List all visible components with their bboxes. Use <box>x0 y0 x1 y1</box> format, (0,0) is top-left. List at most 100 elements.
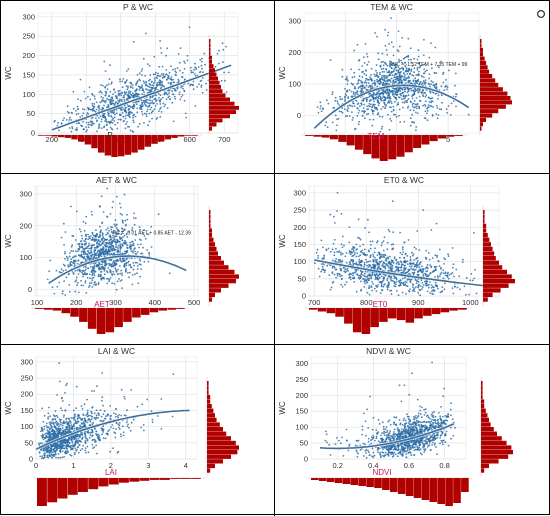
scatter-point <box>397 49 399 51</box>
scatter-point <box>336 124 338 126</box>
scatter-point <box>47 418 49 420</box>
histogram-bar <box>44 308 53 310</box>
scatter-point <box>99 232 101 234</box>
scatter-point <box>428 104 430 106</box>
scatter-point <box>89 434 91 436</box>
scatter-point <box>436 86 438 88</box>
scatter-point <box>101 101 103 103</box>
scatter-point <box>109 269 111 271</box>
histogram-bar <box>480 83 498 87</box>
scatter-point <box>423 80 425 82</box>
scatter-point <box>451 103 453 105</box>
histogram-bar <box>405 135 413 152</box>
scatter-point <box>55 457 57 459</box>
scatter-point <box>354 76 356 78</box>
scatter-point <box>332 248 334 250</box>
histogram-bar <box>483 228 486 232</box>
scatter-point <box>324 125 326 127</box>
scatter-point <box>122 426 124 428</box>
y-axis-label: WC <box>4 66 13 80</box>
scatter-point <box>121 99 123 101</box>
scatter-point <box>90 250 92 252</box>
scatter-point <box>74 416 76 418</box>
scatter-point <box>341 279 343 281</box>
scatter-point <box>136 82 138 84</box>
scatter-point <box>330 289 332 291</box>
scatter-point <box>436 266 438 268</box>
scatter-point <box>108 95 110 97</box>
scatter-point <box>116 109 118 111</box>
scatter-point <box>394 283 396 285</box>
scatter-point <box>328 274 330 276</box>
scatter-point <box>352 255 354 257</box>
scatter-point <box>179 70 181 72</box>
scatter-point <box>166 99 168 101</box>
scatter-point <box>405 272 407 274</box>
scatter-point <box>126 70 128 72</box>
scatter-point <box>399 93 401 95</box>
scatter-point <box>393 106 395 108</box>
scatter-point <box>88 122 90 124</box>
scatter-point <box>385 106 387 108</box>
scatter-point <box>111 227 113 229</box>
scatter-point <box>350 276 352 278</box>
scatter-point <box>92 94 94 96</box>
scatter-point <box>133 248 135 250</box>
scatter-point <box>418 56 420 58</box>
scatter-point <box>455 96 457 98</box>
scatter-point <box>127 87 129 89</box>
scatter-point <box>121 100 123 102</box>
histogram-bar <box>209 106 239 110</box>
scatter-point <box>413 71 415 73</box>
scatter-point <box>412 94 414 96</box>
scatter-point <box>430 229 432 231</box>
scatter-point <box>417 59 419 61</box>
scatter-point <box>90 411 92 413</box>
scatter-point <box>94 247 96 249</box>
scatter-point <box>91 286 93 288</box>
scatter-point <box>452 287 454 289</box>
histogram-bar <box>397 135 405 157</box>
scatter-point <box>98 274 100 276</box>
scatter-point <box>109 259 111 261</box>
scatter-point <box>101 255 103 257</box>
scatter-point <box>128 261 130 263</box>
scatter-point <box>158 213 160 215</box>
scatter-point <box>189 26 191 28</box>
scatter-point <box>437 277 439 279</box>
scatter-point <box>109 451 111 453</box>
scatter-point <box>372 94 374 96</box>
scatter-point <box>399 109 401 111</box>
scatter-point <box>341 243 343 245</box>
scatter-point <box>382 106 384 108</box>
scatter-point <box>44 415 46 417</box>
scatter-point <box>346 89 348 91</box>
scatter-point <box>143 91 145 93</box>
scatter-point <box>110 248 112 250</box>
scatter-point <box>156 103 158 105</box>
scatter-point <box>354 128 356 130</box>
scatter-point <box>342 76 344 78</box>
scatter-point <box>178 53 180 55</box>
scatter-point <box>133 265 135 267</box>
scatter-point <box>88 248 90 250</box>
scatter-point <box>100 274 102 276</box>
scatter-point <box>140 86 142 88</box>
scatter-point <box>431 290 433 292</box>
scatter-point <box>163 106 165 108</box>
scatter-point <box>344 268 346 270</box>
scatter-point <box>162 66 164 68</box>
scatter-point <box>432 257 434 259</box>
histogram-bar <box>209 251 218 255</box>
y-tick-label: 200 <box>288 48 301 57</box>
scatter-point <box>129 244 131 246</box>
scatter-point <box>125 127 127 129</box>
scatter-point <box>112 254 114 256</box>
scatter-point <box>431 287 433 289</box>
scatter-point <box>85 447 87 449</box>
scatter-point <box>398 280 400 282</box>
scatter-point <box>63 244 65 246</box>
scatter-point <box>64 253 66 255</box>
scatter-point <box>432 115 434 117</box>
histogram-bar <box>483 284 509 288</box>
